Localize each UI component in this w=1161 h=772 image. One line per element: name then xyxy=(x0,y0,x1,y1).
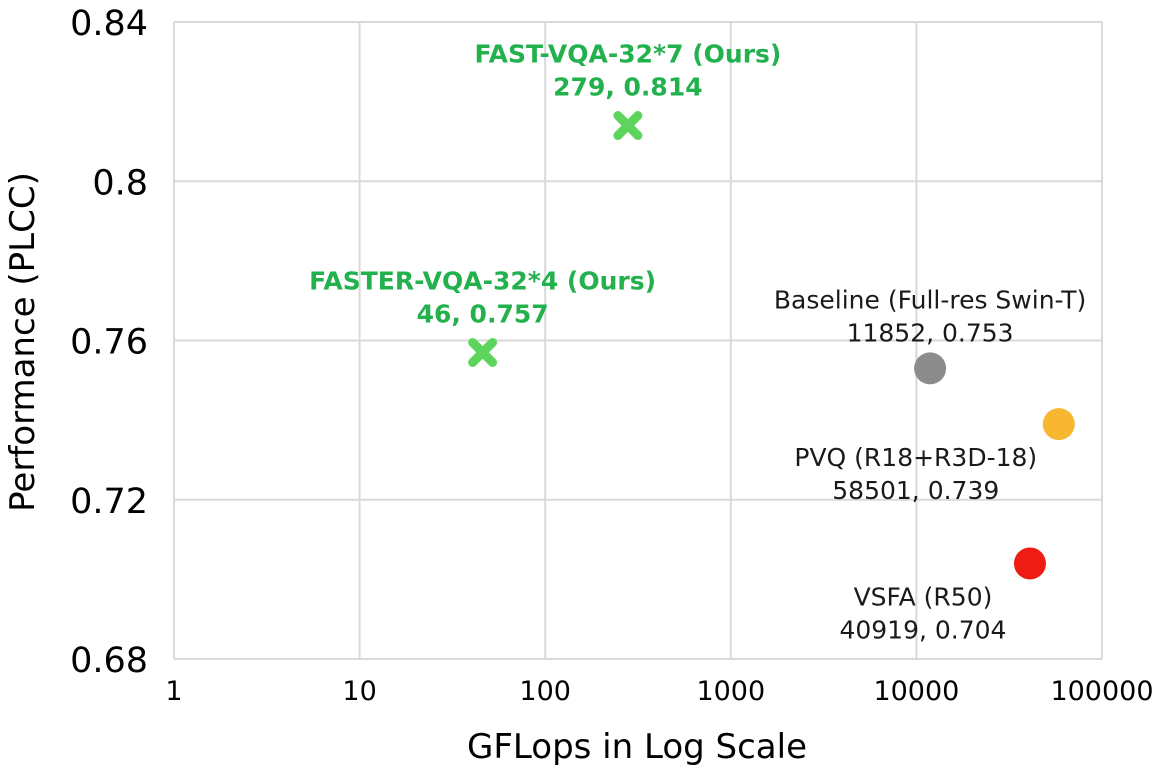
x-tick-label: 100000 xyxy=(1050,676,1153,707)
x-tick-label: 1 xyxy=(165,676,182,707)
x-tick-label: 100 xyxy=(519,676,571,707)
point-value-label: 40919, 0.704 xyxy=(839,615,1006,644)
x-tick-label: 10 xyxy=(342,676,376,707)
y-tick-label: 0.72 xyxy=(70,482,148,522)
point-value-label: 58501, 0.739 xyxy=(832,476,999,505)
point-marker-x xyxy=(468,337,498,367)
grid xyxy=(173,21,1103,660)
y-tick-label: 0.84 xyxy=(70,4,148,44)
point-name-label: VSFA (R50) xyxy=(854,582,993,611)
y-tick-label: 0.68 xyxy=(70,641,148,681)
point-marker-x xyxy=(613,111,643,141)
point-value-label: 46, 0.757 xyxy=(417,299,549,328)
point-name-label: FASTER-VQA-32*4 (Ours) xyxy=(309,266,656,295)
point-value-label: 11852, 0.753 xyxy=(847,318,1014,347)
data-points xyxy=(468,111,1075,580)
y-tick-label: 0.76 xyxy=(70,323,148,363)
point-value-label: 279, 0.814 xyxy=(553,73,702,102)
point-marker-circle xyxy=(1042,408,1075,441)
x-axis-title: GFLops in Log Scale xyxy=(467,727,807,767)
point-name-label: PVQ (R18+R3D-18) xyxy=(794,443,1037,472)
point-marker-circle xyxy=(914,352,947,385)
tick-labels: 1 10 100 1000 10000 100000 0.68 0.72 0.76 0.8 0.84 xyxy=(70,4,1153,707)
x-tick-label: 10000 xyxy=(873,676,959,707)
data-labels: FAST-VQA-32*7 (Ours) 279, 0.814 FASTER-VQA… xyxy=(309,40,1086,645)
y-axis-title: Performance (PLCC) xyxy=(3,172,43,512)
point-name-label: Baseline (Full-res Swin-T) xyxy=(774,285,1086,314)
point-name-label: FAST-VQA-32*7 (Ours) xyxy=(474,40,781,69)
point-marker-circle xyxy=(1013,547,1046,580)
y-tick-label: 0.8 xyxy=(92,163,148,203)
x-tick-label: 1000 xyxy=(696,676,765,707)
